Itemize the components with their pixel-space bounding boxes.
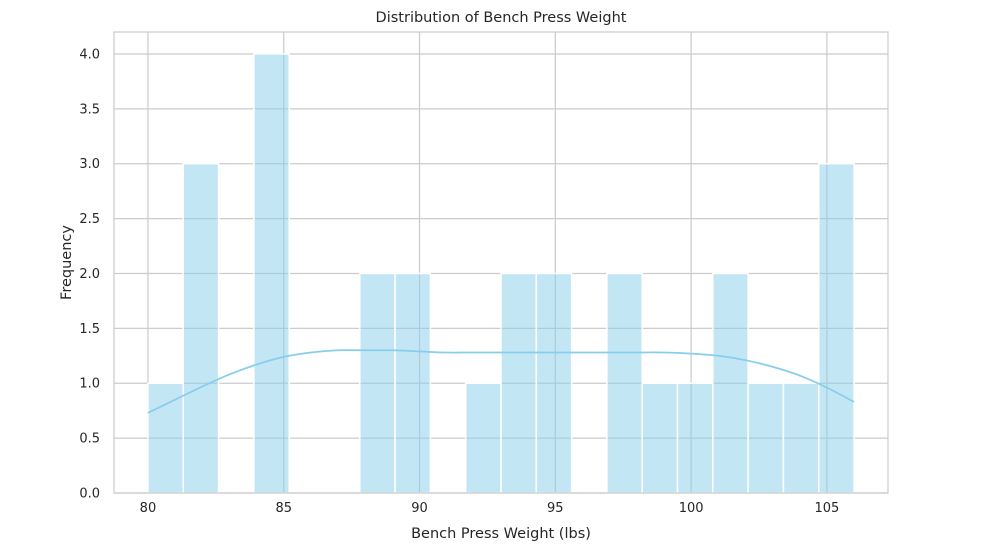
- y-tick-label: 3.5: [79, 102, 100, 117]
- histogram-bar: [535, 272, 573, 494]
- y-tick-label: 1.5: [79, 322, 100, 337]
- y-tick-label: 2.0: [79, 267, 100, 282]
- histogram-bar: [253, 53, 290, 494]
- histogram-bar: [676, 382, 714, 494]
- x-tick-labels: 80 85 90 95 100 105: [140, 501, 840, 516]
- histogram-bars: [147, 53, 855, 494]
- y-axis-label: Frequency: [59, 225, 75, 300]
- histogram-bar: [747, 382, 785, 494]
- histogram-bar: [782, 382, 820, 494]
- x-tick-label: 95: [547, 501, 564, 516]
- kde-line: [147, 349, 855, 414]
- kde-curve-layer: [147, 349, 855, 414]
- histogram-bar: [606, 272, 643, 494]
- x-tick-label: 80: [140, 501, 157, 516]
- x-tick-label: 85: [275, 501, 292, 516]
- y-tick-label: 0.0: [79, 487, 100, 502]
- histogram-bar: [394, 272, 432, 494]
- x-tick-label: 100: [679, 501, 704, 516]
- histogram-bar: [147, 382, 185, 494]
- histogram-bar: [464, 382, 502, 494]
- histogram-bar: [359, 272, 396, 494]
- chart-title: Distribution of Bench Press Weight: [376, 10, 627, 26]
- histogram-bar: [500, 272, 538, 494]
- y-tick-labels: 0.0 0.5 1.0 1.5 2.0 2.5 3.0 3.5 4.0: [79, 47, 100, 501]
- x-tick-label: 105: [814, 501, 839, 516]
- histogram-bar: [817, 162, 855, 494]
- x-axis-label: Bench Press Weight (lbs): [411, 526, 591, 542]
- axes-frame: [113, 31, 889, 494]
- histogram-bar: [182, 162, 220, 494]
- histogram-bar: [641, 382, 679, 494]
- y-tick-label: 4.0: [79, 47, 100, 62]
- y-tick-label: 3.0: [79, 157, 100, 172]
- x-tick-label: 90: [411, 501, 428, 516]
- y-tick-label: 1.0: [79, 377, 100, 392]
- histogram-bar: [712, 272, 749, 494]
- y-tick-label: 0.5: [79, 432, 100, 447]
- y-tick-label: 2.5: [79, 212, 100, 227]
